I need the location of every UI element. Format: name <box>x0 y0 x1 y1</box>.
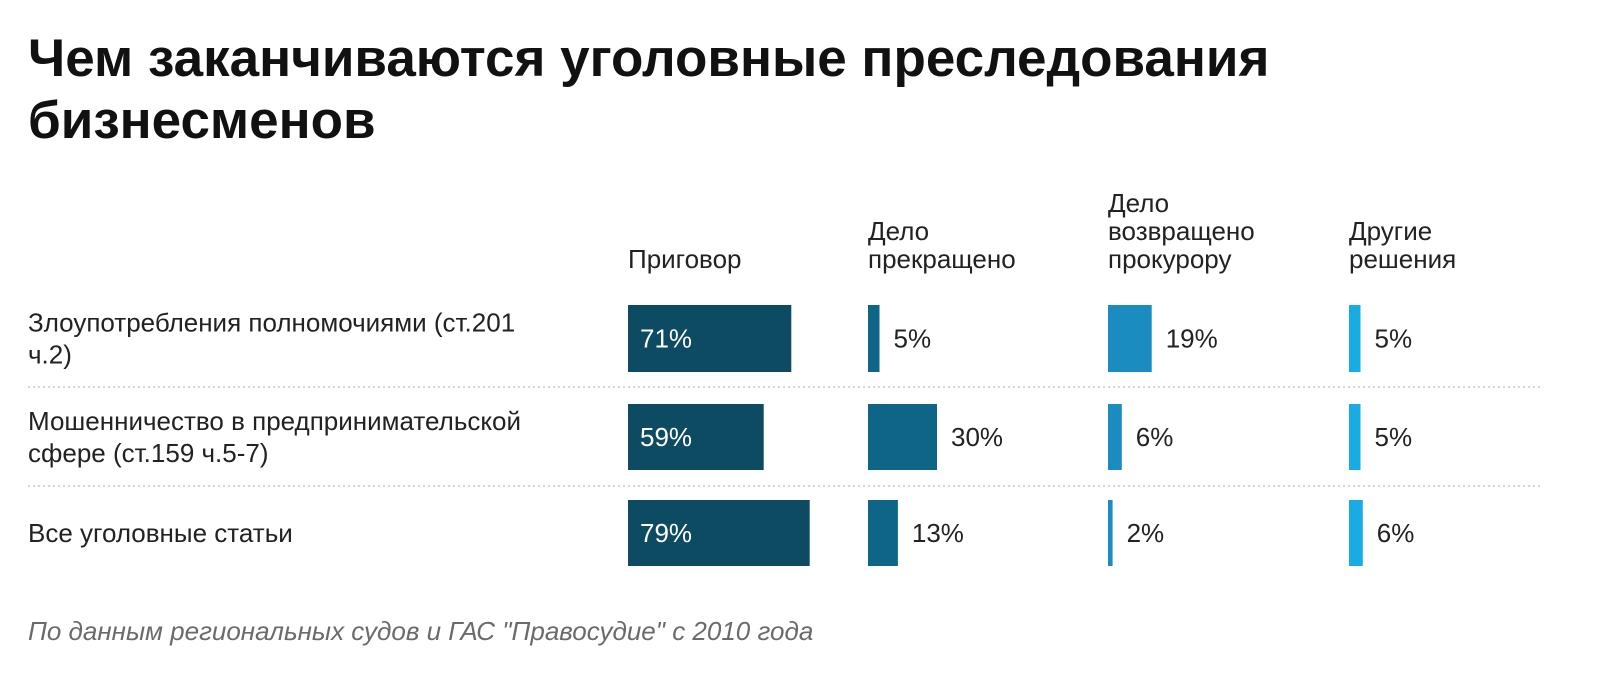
value-label-series-4-row-2: 5% <box>1375 422 1413 452</box>
bar-series-4-row-1 <box>1349 305 1361 372</box>
value-label-series-1-row-1: 71% <box>640 324 692 354</box>
row-label-1-line-1: Злоупотребления полномочиями (ст.201 <box>28 308 515 338</box>
column-header-2-line-2: прекращено <box>868 244 1016 274</box>
value-label-series-1-row-2: 59% <box>640 422 692 452</box>
column-header-3-line-2: возвращено <box>1108 216 1255 246</box>
bar-series-4-row-2 <box>1349 404 1361 470</box>
bar-series-3-row-1 <box>1108 305 1152 372</box>
bar-series-1-row-2 <box>628 404 764 470</box>
bar-series-2-row-1 <box>868 305 880 372</box>
chart-title: Чем заканчиваются уголовные преследовани… <box>28 29 1270 150</box>
bar-series-3-row-3 <box>1108 500 1113 566</box>
row-label-3-line-1: Все уголовные статьи <box>28 518 293 548</box>
column-header-3-line-3: прокурору <box>1108 244 1231 274</box>
column-header-2-line-1: Дело <box>868 216 929 246</box>
row-label-1-line-2: ч.2) <box>28 340 72 370</box>
bar-series-1-row-3 <box>628 500 810 566</box>
source-note: По данным региональных судов и ГАС "Прав… <box>28 616 814 646</box>
value-label-series-3-row-1: 19% <box>1166 324 1218 354</box>
value-label-series-1-row-3: 79% <box>640 518 692 548</box>
value-label-series-3-row-3: 2% <box>1127 518 1165 548</box>
column-header-3-line-1: Дело <box>1108 188 1169 218</box>
bar-series-2-row-3 <box>868 500 898 566</box>
value-label-series-4-row-3: 6% <box>1377 518 1415 548</box>
value-label-series-2-row-2: 30% <box>951 422 1003 452</box>
row-label-2-line-2: сфере (ст.159 ч.5-7) <box>28 438 269 468</box>
row-label-2-line-1: Мошенничество в предпринимательской <box>28 406 521 436</box>
column-header-4-line-1: Другие <box>1349 216 1432 246</box>
bar-series-4-row-3 <box>1349 500 1363 566</box>
bar-series-2-row-2 <box>868 404 937 470</box>
value-label-series-2-row-3: 13% <box>912 518 964 548</box>
value-label-series-4-row-1: 5% <box>1375 324 1413 354</box>
bar-series-3-row-2 <box>1108 404 1122 470</box>
column-header-4-line-2: решения <box>1349 244 1456 274</box>
value-label-series-3-row-2: 6% <box>1136 422 1174 452</box>
value-label-series-2-row-1: 5% <box>894 324 932 354</box>
column-header-1-line-1: Приговор <box>628 244 741 274</box>
bar-series-1-row-1 <box>628 305 792 372</box>
